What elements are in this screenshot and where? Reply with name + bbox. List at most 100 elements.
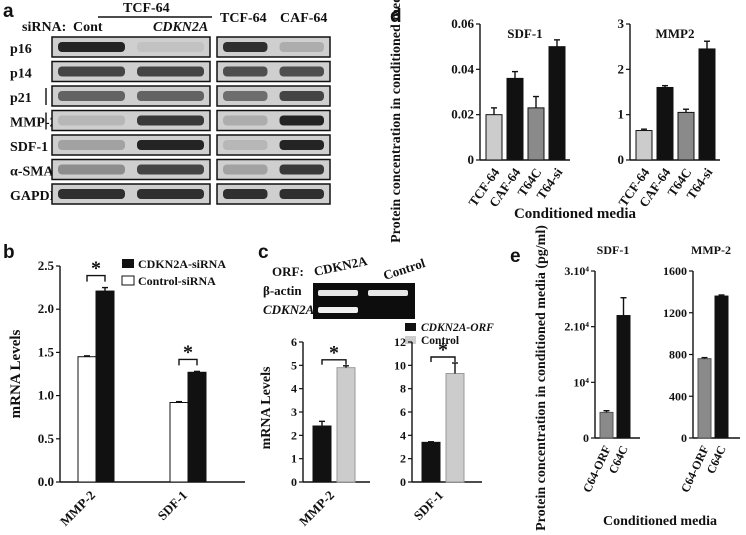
blot-row-label-p16: p16 [10, 42, 32, 57]
blot-lane-tcf64: TCF-64 [220, 11, 267, 26]
panel-label-e: e [510, 246, 521, 267]
chart-c2-y-tick-label: 12 [394, 335, 406, 349]
blot-band-gapdh-lane3 [223, 189, 268, 199]
legend-swatch-cdkn2a-orf [405, 323, 416, 331]
chart-b-x-label-mmp-2: MMP-2 [57, 488, 98, 529]
blot-band-mmp-2-lane1 [58, 115, 125, 126]
chart-d2-title: MMP2 [656, 26, 695, 41]
chart-c1-y-tick-label: 6 [291, 335, 297, 349]
blot-band-p14-lane1 [58, 66, 125, 77]
blot-band-p14-lane2 [137, 66, 204, 77]
blot-lane-cdkn2a: CDKN2A [153, 20, 208, 35]
chart-d2-y-tick-label: 2 [618, 61, 625, 76]
chart-d1-bar-caf-64 [506, 77, 524, 161]
gel-band-bactin-2 [368, 290, 408, 296]
gel-lane-control: Control [381, 255, 427, 283]
chart-e2-title: MMP-2 [691, 243, 731, 257]
blot-band-sdf-1-lane2 [137, 140, 204, 150]
chart-c2-y-tick-label: 10 [394, 358, 406, 372]
panel-a-blot: TCF-64 siRNA: Cont CDKN2A TCF-64 CAF-64 … [10, 1, 331, 205]
chart-d: Protein concentration in conditioned med… [389, 0, 720, 243]
gel-orf-label: ORF: [272, 264, 304, 279]
chart-b: CDKN2A-siRNA Control-siRNA 0.0 0.5 1.0 1.5 2… [8, 257, 245, 529]
gel-band-bactin-1 [318, 290, 358, 296]
chart-c1-y-tick-label: 3 [291, 405, 297, 419]
blot-group1-title: TCF-64 [123, 1, 170, 16]
blot-band-sma-lane1 [58, 164, 125, 175]
gel-row-bactin: β-actin [263, 283, 302, 298]
chart-b-y-tick-label: 1.0 [38, 388, 54, 403]
blot-sirna-label: siRNA: [22, 20, 66, 35]
chart-e1-y-tick-label: 3.10⁴ [564, 264, 589, 278]
chart-c2-x-label: SDF-1 [410, 488, 446, 524]
chart-c2-y-tick-label: 8 [400, 382, 406, 396]
chart-c1-y-tick-label: 1 [291, 452, 297, 466]
chart-c1-y-tick-label: 5 [291, 358, 297, 372]
chart-c2-sig-star: * [438, 339, 448, 361]
legend-label-cdkn2a-orf: CDKN2A-ORF [421, 322, 494, 334]
blot-rows: p16 p14 p21 MMP-2 SDF-1 α-SMA GAPDH [10, 36, 331, 205]
gel-band-cdkn2a-1 [318, 307, 358, 313]
chart-d1-y-tick-label: 0.06 [451, 16, 474, 31]
chart-c2-y-tick-label: 6 [400, 405, 406, 419]
chart-e: Protein concentration in conditioned med… [534, 225, 740, 531]
chart-e-y-label: Protein concentration in conditioned med… [534, 225, 549, 531]
chart-d2-y-tick-label: 1 [618, 107, 625, 122]
chart-c1-y-tick-label: 0 [291, 475, 297, 489]
blot-row-label-sdf-1: SDF-1 [10, 140, 48, 155]
chart-c2-sig [430, 356, 456, 362]
chart-c1-bar-cdkn2a-orf [312, 425, 332, 483]
blot-row-label-p21: p21 [10, 91, 32, 106]
blot-band-gapdh-lane2 [137, 189, 204, 199]
legend-swatch-control-sirna [121, 275, 135, 286]
blot-lane-caf64: CAF-64 [280, 11, 327, 26]
chart-d1-bar-t64-si [548, 46, 566, 161]
chart-d1-y-tick-label: 0.04 [451, 61, 474, 76]
chart-d-x-label: Conditioned media [514, 206, 637, 222]
panel-label-b: b [3, 242, 15, 263]
legend-label-control: Control [421, 335, 459, 347]
gel-row-cdkn2a: CDKN2A [263, 302, 315, 317]
blot-band-p14-lane3 [223, 66, 268, 77]
blot-lane-cont: Cont [73, 20, 103, 35]
chart-e1-y-tick-label: 2.10⁴ [564, 320, 589, 334]
blot-band-p16-lane3 [223, 42, 268, 52]
chart-e1-bar-c64-orf [599, 411, 614, 439]
chart-e1-y-tick-label: 0 [583, 431, 589, 445]
chart-e-x-label: Conditioned media [603, 514, 717, 529]
blot-row-label-p14: p14 [10, 67, 32, 82]
chart-c1-sig [321, 359, 347, 365]
chart-b-y-tick-label: 0.5 [38, 431, 55, 446]
chart-e2-y-tick-label: 1200 [663, 306, 687, 320]
chart-e2-y-tick-label: 1600 [663, 264, 687, 278]
chart-d1-bar-t64c [527, 107, 545, 161]
panel-label-d: d [390, 6, 402, 27]
chart-b-x-label-sdf-1: SDF-1 [154, 488, 190, 524]
chart-d1-title: SDF-1 [507, 26, 542, 41]
blot-band-p21-lane4 [279, 91, 324, 101]
blot-band-p21-lane3 [223, 91, 268, 101]
chart-c2-bar-cdkn2a-orf [421, 441, 441, 483]
chart-c2-y-tick-label: 4 [400, 428, 406, 442]
chart-e1-bar-c64c [616, 315, 631, 439]
chart-b-y-label: mRNA Levels [8, 329, 24, 418]
blot-row-label-mmp-2: MMP-2 [10, 116, 57, 131]
chart-d2-bar-tcf-64 [635, 130, 653, 161]
blot-band-gapdh-lane4 [279, 189, 324, 199]
blot-band-p16-lane1 [58, 42, 125, 52]
chart-b-bar-control-sdf-1 [169, 402, 189, 483]
chart-d2-bar-t64c [677, 111, 695, 161]
chart-b-y-tick-label: 0.0 [38, 474, 54, 489]
chart-b-y-tick-label: 2.0 [38, 301, 54, 316]
chart-b-y-tick-label: 1.5 [38, 344, 55, 359]
blot-band-sma-lane3 [223, 164, 268, 175]
blot-band-gapdh-lane1 [58, 189, 125, 199]
blot-band-p21-lane2 [137, 91, 204, 101]
chart-b-bar-control-mmp-2 [77, 356, 97, 483]
chart-c2-y-tick-label: 0 [400, 475, 406, 489]
blot-row-label-gapdh: GAPDH [10, 189, 61, 204]
chart-c2-bar-control [445, 373, 465, 483]
chart-b-sig-sdf-1 [178, 358, 198, 366]
blot-band-sma-lane2 [137, 164, 204, 175]
